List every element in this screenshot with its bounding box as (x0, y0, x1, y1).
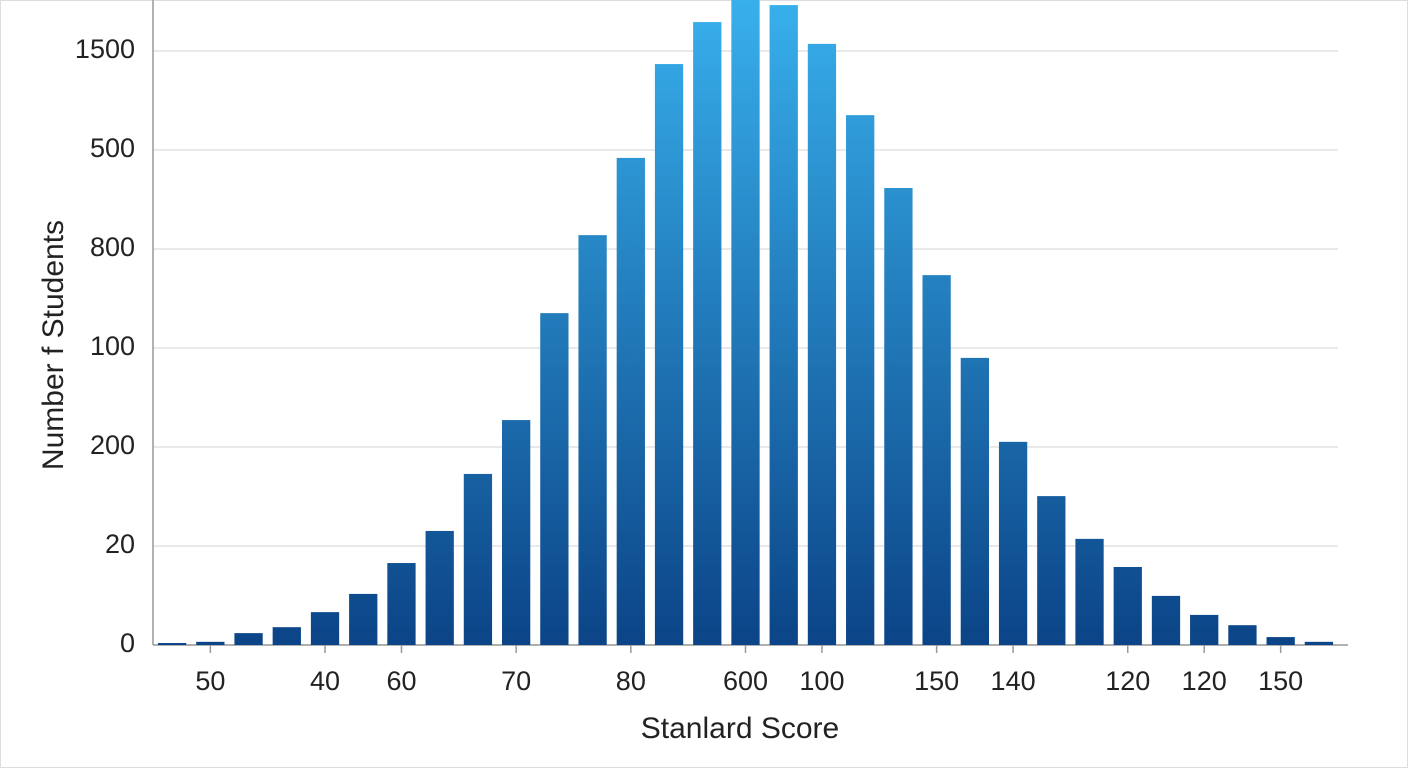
x-tick-label: 120 (1105, 666, 1150, 696)
bar (540, 313, 569, 645)
x-tick-label: 120 (1182, 666, 1227, 696)
bar (387, 563, 416, 645)
bar (234, 633, 263, 645)
x-tick-label: 40 (310, 666, 340, 696)
bar (1037, 496, 1066, 645)
bar (922, 275, 951, 645)
bar (1113, 566, 1142, 645)
bar (769, 5, 798, 645)
bar (1151, 595, 1181, 645)
bar (1266, 637, 1295, 645)
x-tick-label: 70 (501, 666, 531, 696)
bar (616, 157, 645, 646)
y-tick-label: 1500 (75, 34, 135, 64)
x-tick-label: 50 (195, 666, 225, 696)
bar (1190, 614, 1219, 645)
bar (310, 612, 340, 645)
y-tick-label: 200 (90, 430, 135, 460)
bar (196, 641, 225, 645)
x-tick-label: 60 (386, 666, 416, 696)
y-tick-label: 20 (105, 529, 135, 559)
x-tick-label: 150 (1258, 666, 1303, 696)
bar (884, 188, 913, 646)
y-tick-label: 800 (90, 232, 135, 262)
y-tick-label: 500 (90, 133, 135, 163)
x-tick-label: 600 (723, 666, 768, 696)
y-tick-label: 0 (120, 628, 135, 658)
y-axis-title: Number f Students (37, 220, 70, 470)
x-axis-title: Stanlard Score (641, 712, 839, 745)
x-tick-label: 140 (991, 666, 1036, 696)
x-tick-label: 150 (914, 666, 959, 696)
bar (272, 627, 301, 645)
bar (578, 235, 607, 645)
bar (425, 530, 454, 645)
bar (960, 357, 989, 645)
bar (502, 420, 531, 645)
bar (463, 473, 493, 645)
bar (1304, 641, 1334, 645)
bar (1075, 538, 1104, 645)
y-tick-label: 100 (90, 331, 135, 361)
bar (693, 22, 722, 646)
bar (731, 0, 760, 646)
bar (157, 643, 187, 645)
bar (1228, 625, 1257, 645)
x-tick-label: 80 (616, 666, 646, 696)
x-tick-label: 100 (799, 666, 844, 696)
bar (349, 593, 378, 645)
bar (846, 115, 875, 646)
bar (807, 43, 837, 645)
bar (998, 441, 1028, 645)
bar (654, 64, 684, 646)
